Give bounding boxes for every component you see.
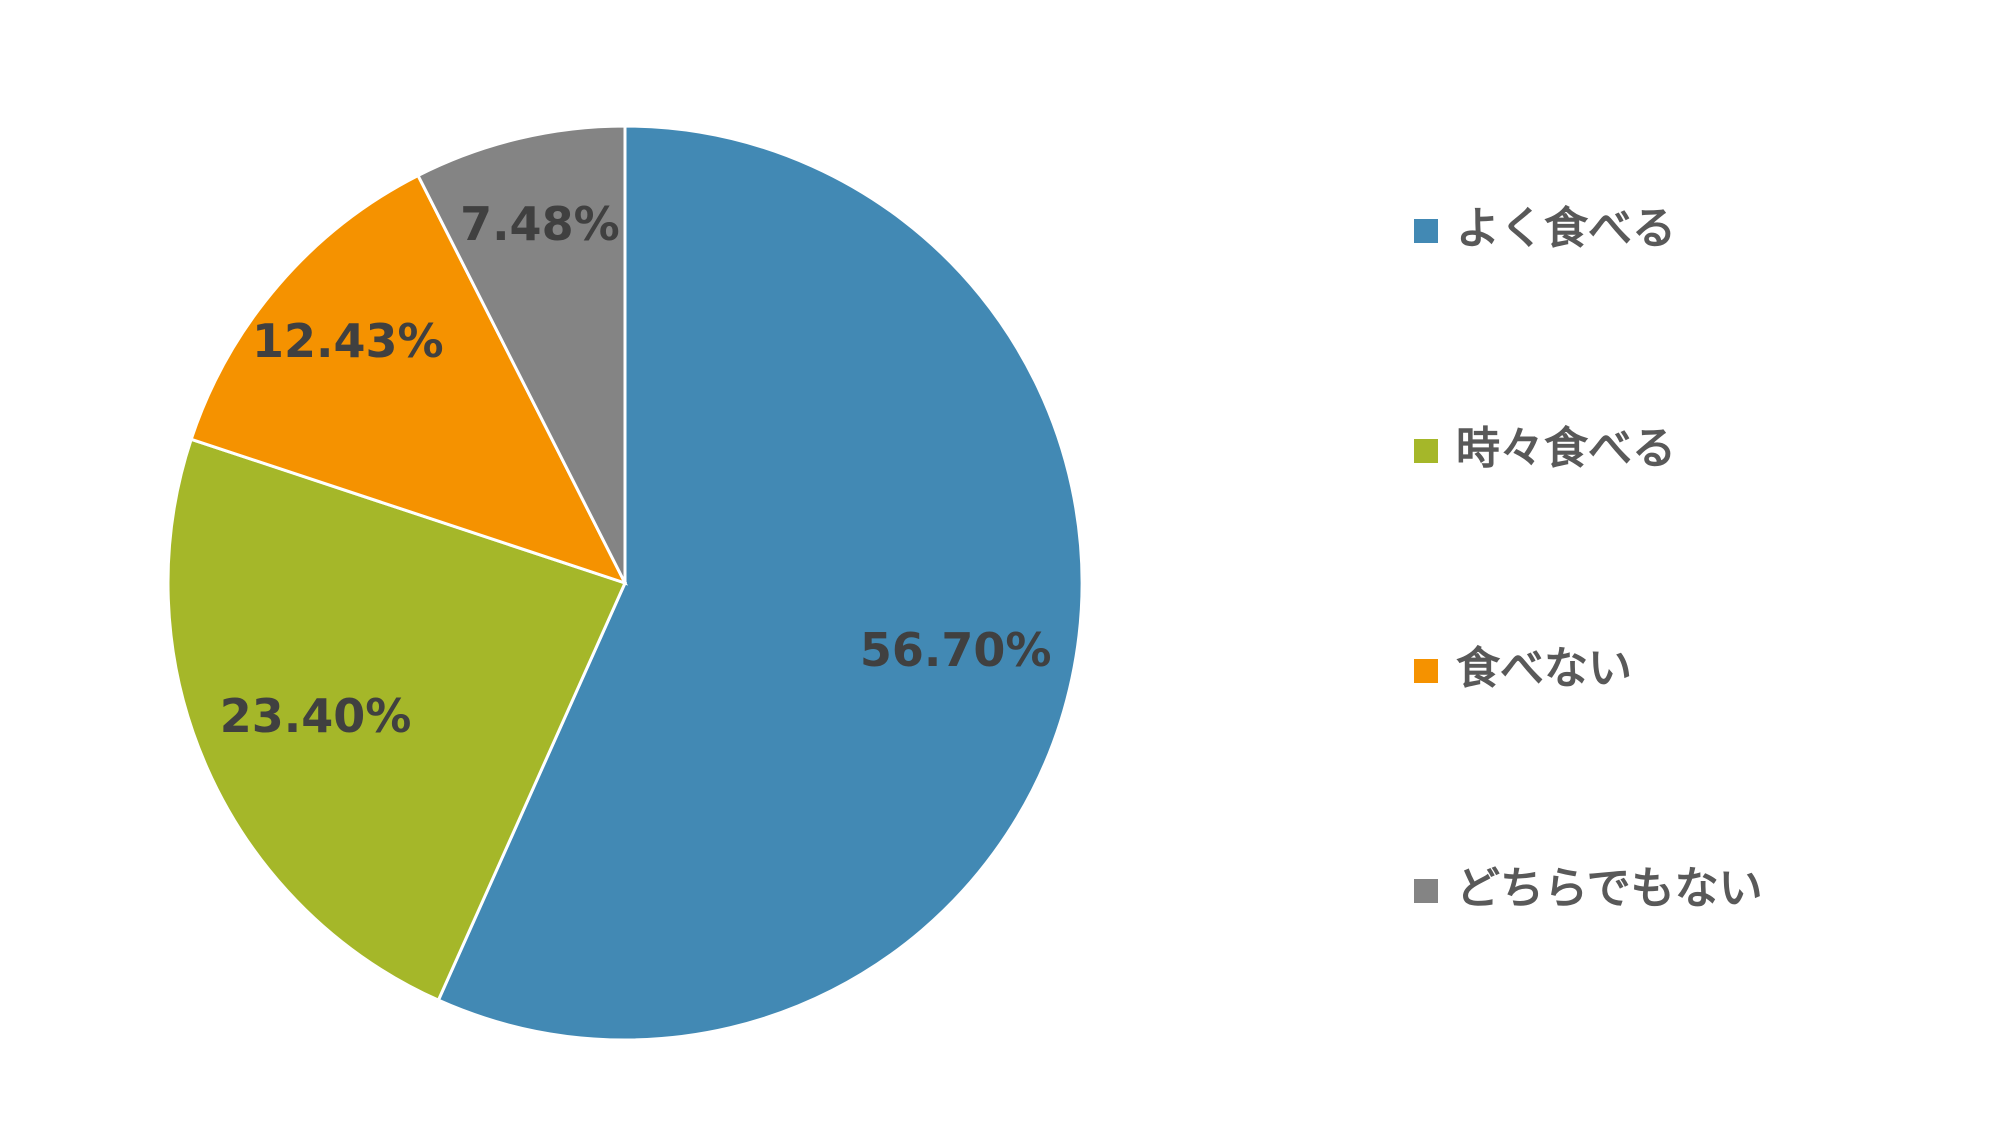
legend-swatch (1414, 659, 1438, 683)
data-label: 7.48% (460, 197, 620, 251)
data-label: 56.70% (860, 623, 1052, 677)
legend-label: よく食べる (1456, 203, 1676, 254)
legend-swatch (1414, 439, 1438, 463)
legend-label: 時々食べる (1456, 423, 1676, 474)
pie-slice (436, 124, 1084, 1042)
pie-slice (189, 173, 628, 586)
legend-swatch (1414, 879, 1438, 903)
pie-slice (416, 124, 627, 584)
legend-label: どちらでもない (1456, 863, 1763, 914)
legend-swatch (1414, 219, 1438, 243)
data-label: 23.40% (220, 689, 412, 743)
legend-label: 食べない (1456, 643, 1632, 694)
pie-slice (166, 437, 628, 1003)
data-label: 12.43% (252, 314, 444, 368)
